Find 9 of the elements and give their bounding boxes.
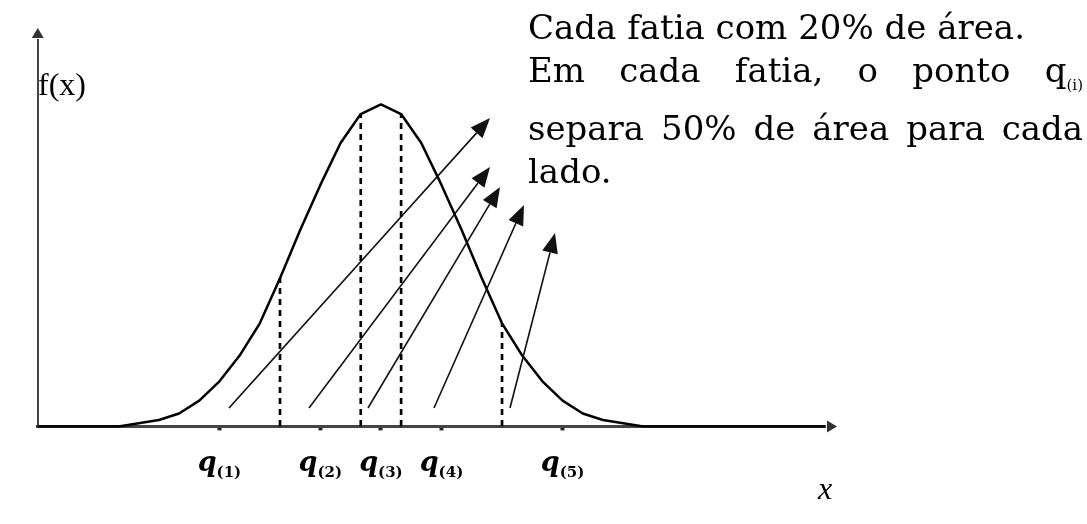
y-axis-title: f(x) [38,66,86,103]
text: Cada fatia com 20% de área. [528,6,1026,49]
x-tick-label: q$_{(4)}$ [419,446,464,482]
x-tick-label: q$_{(3)}$ [359,446,403,482]
x-axis-title: x [818,470,833,507]
x-tick-label: q$_{(1)}$ [197,446,242,482]
x-tick-label: q$_{(2)}$ [298,446,343,482]
x-tick-label: q$_{(5)}$ [540,446,585,482]
annotation: Em cada fatia, o ponto q$_{(i)}$ separa 50% de área para cada lado. [528,49,1083,193]
